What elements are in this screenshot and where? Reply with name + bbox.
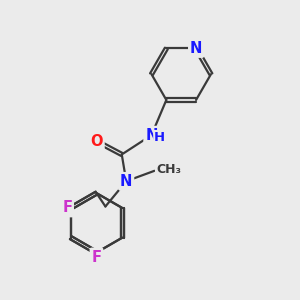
Text: H: H	[154, 131, 165, 144]
Text: N: N	[190, 41, 202, 56]
Text: H: H	[154, 131, 165, 144]
Text: O: O	[90, 134, 103, 148]
Text: F: F	[92, 250, 101, 265]
Text: N: N	[145, 128, 158, 142]
Text: F: F	[62, 200, 72, 215]
Text: F: F	[92, 250, 101, 265]
Text: N: N	[120, 174, 132, 189]
Text: CH₃: CH₃	[156, 163, 181, 176]
Text: N: N	[145, 128, 158, 142]
Text: N: N	[120, 174, 132, 189]
Text: F: F	[62, 200, 72, 215]
Text: N: N	[190, 41, 202, 56]
Text: O: O	[90, 134, 103, 148]
